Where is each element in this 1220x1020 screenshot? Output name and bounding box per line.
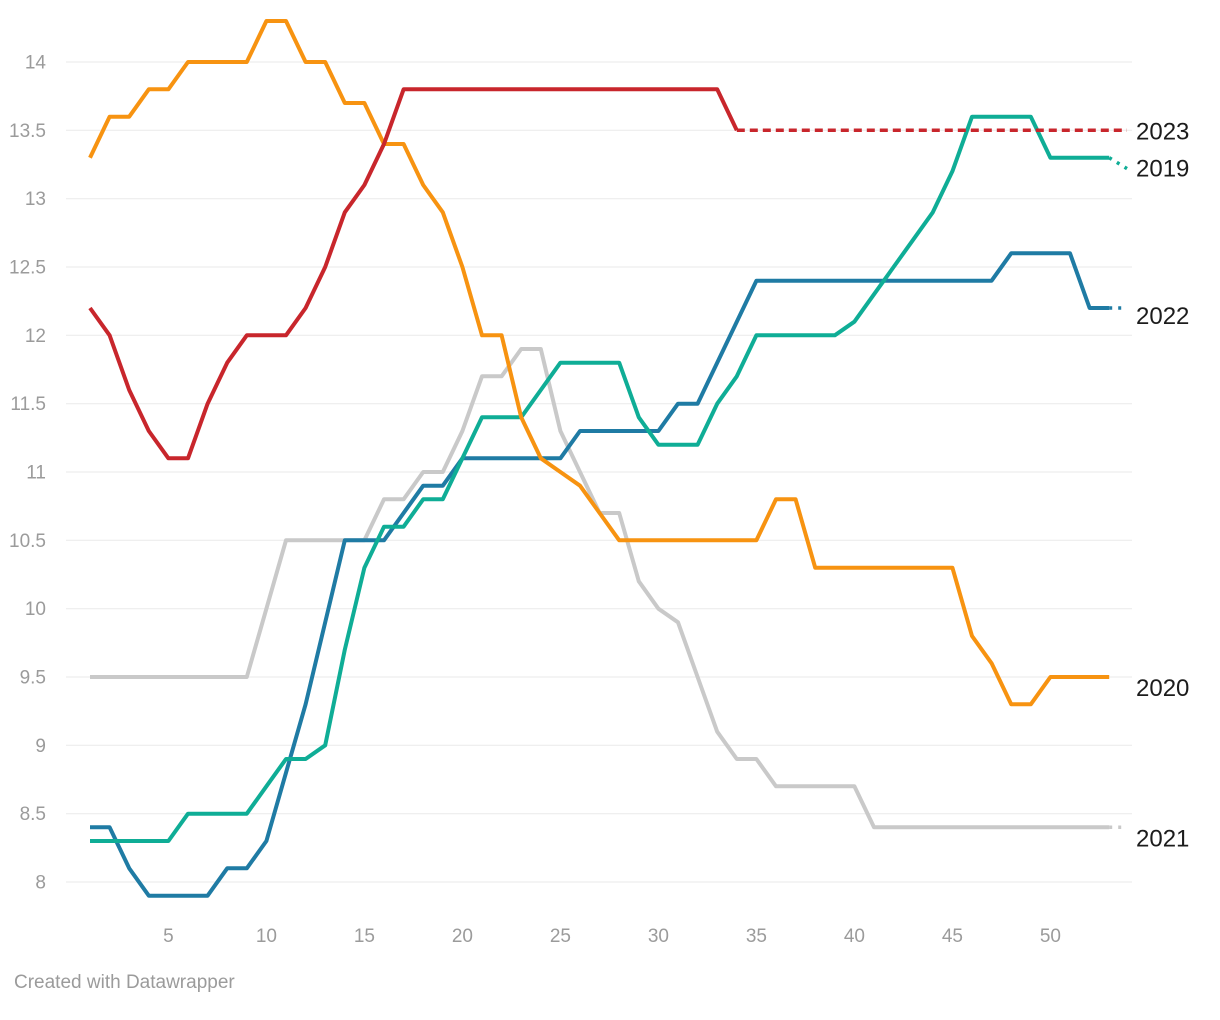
y-tick-label: 9.5: [20, 668, 46, 689]
x-tick-label: 25: [550, 926, 571, 947]
x-tick-label: 15: [354, 926, 375, 947]
series-label-2022: 2022: [1136, 303, 1189, 330]
x-tick-label: 5: [163, 926, 174, 947]
x-tick-label: 10: [256, 926, 277, 947]
x-axis-labels: 5 10 15 20 25 30 35 40 45 50: [163, 926, 1061, 947]
y-tick-label: 12.5: [9, 258, 46, 279]
series-line-2023: [88, 87, 739, 461]
series-label-2021: 2021: [1136, 825, 1189, 852]
series-label-2020: 2020: [1136, 675, 1189, 702]
y-tick-label: 12: [25, 326, 46, 347]
y-tick-label: 10.5: [9, 531, 46, 552]
series-line-2020: [88, 19, 1110, 707]
series-tail-2019: [1108, 156, 1128, 171]
y-tick-label: 8: [35, 873, 46, 894]
x-tick-label: 30: [648, 926, 669, 947]
y-tick-label: 14: [25, 53, 47, 74]
y-axis-labels: 8 8.5 9 9.5 10 10.5 11 11.5 12 12.5 13 13.5 14: [9, 53, 46, 894]
gridlines: [66, 61, 1132, 883]
x-tick-label: 20: [452, 926, 473, 947]
series-label-2019: 2019: [1136, 156, 1189, 183]
datawrapper-credit: Created with Datawrapper: [14, 972, 235, 993]
y-tick-label: 9: [35, 736, 46, 757]
series-line-2019: [90, 114, 1110, 843]
series-line-2022: [90, 251, 1110, 898]
x-tick-label: 45: [942, 926, 963, 947]
y-tick-label: 11.5: [10, 394, 46, 415]
series-lines: [88, 19, 1128, 898]
y-tick-label: 10: [25, 599, 46, 620]
x-tick-label: 35: [746, 926, 767, 947]
x-tick-label: 50: [1040, 926, 1061, 947]
series-end-labels: 2019 2020 2021 2022 2023: [1136, 119, 1189, 853]
x-tick-label: 40: [844, 926, 865, 947]
series-label-2023: 2023: [1136, 119, 1189, 146]
y-tick-label: 8.5: [20, 804, 46, 825]
y-tick-label: 13.5: [9, 121, 46, 142]
y-tick-label: 13: [25, 189, 46, 210]
y-tick-label: 11: [26, 463, 46, 484]
